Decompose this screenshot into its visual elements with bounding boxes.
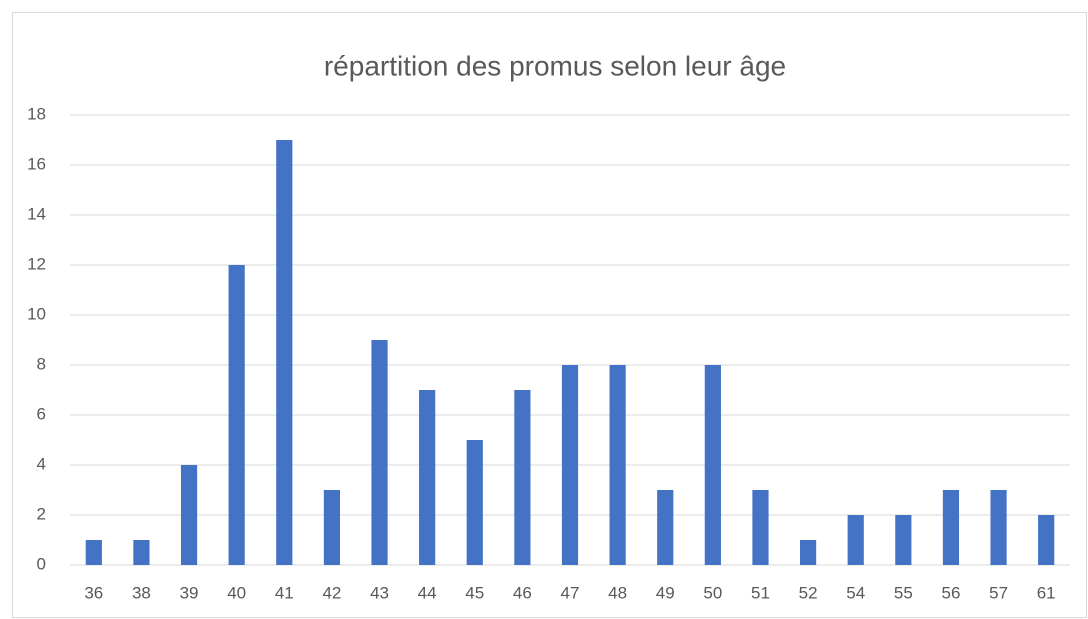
bar xyxy=(847,515,864,565)
x-tick-label: 45 xyxy=(465,583,484,602)
y-tick-label: 10 xyxy=(27,304,46,323)
x-tick-label: 55 xyxy=(894,583,913,602)
bar xyxy=(276,140,293,565)
bar xyxy=(942,490,960,565)
x-tick-label: 39 xyxy=(180,583,199,602)
x-tick-label: 57 xyxy=(989,583,1008,602)
bar xyxy=(561,365,579,565)
bar xyxy=(228,265,245,565)
x-tick-label: 48 xyxy=(608,583,627,602)
x-tick-label: 36 xyxy=(84,583,103,602)
y-tick-label: 16 xyxy=(27,154,46,173)
bar xyxy=(466,440,483,565)
y-tick-label: 8 xyxy=(37,354,46,373)
x-tick-label: 43 xyxy=(370,583,389,602)
x-tick-label: 56 xyxy=(941,583,960,602)
bar xyxy=(371,340,388,565)
bar xyxy=(180,465,198,565)
x-tick-label: 38 xyxy=(132,583,151,602)
x-tick-label: 51 xyxy=(751,583,770,602)
bar xyxy=(704,365,721,565)
x-tick-label: 54 xyxy=(846,583,865,602)
x-tick-label: 44 xyxy=(418,583,437,602)
bar xyxy=(1038,515,1055,565)
y-tick-label: 2 xyxy=(37,504,46,523)
bar xyxy=(895,515,912,565)
bar xyxy=(609,365,626,565)
x-tick-label: 61 xyxy=(1037,583,1056,602)
x-tick-label: 46 xyxy=(513,583,532,602)
y-tick-label: 14 xyxy=(27,204,46,223)
x-tick-label: 41 xyxy=(275,583,294,602)
bar xyxy=(657,490,674,565)
bar xyxy=(990,490,1007,565)
x-tick-label: 40 xyxy=(227,583,246,602)
bar xyxy=(323,490,340,565)
chart-title: répartition des promus selon leur âge xyxy=(324,50,786,81)
x-tick-label: 42 xyxy=(322,583,341,602)
bar xyxy=(514,390,531,565)
x-tick-label: 47 xyxy=(561,583,580,602)
y-tick-label: 18 xyxy=(27,104,46,123)
y-tick-label: 12 xyxy=(27,254,46,273)
x-tick-label: 49 xyxy=(656,583,675,602)
y-tick-label: 4 xyxy=(37,454,46,473)
x-tick-label: 50 xyxy=(703,583,722,602)
x-tick-label: 52 xyxy=(799,583,818,602)
y-tick-label: 0 xyxy=(37,554,46,573)
bar xyxy=(752,490,769,565)
bar xyxy=(133,540,150,565)
bar xyxy=(800,540,817,565)
y-tick-label: 6 xyxy=(37,404,46,423)
bar xyxy=(85,540,102,565)
bar xyxy=(419,390,436,565)
